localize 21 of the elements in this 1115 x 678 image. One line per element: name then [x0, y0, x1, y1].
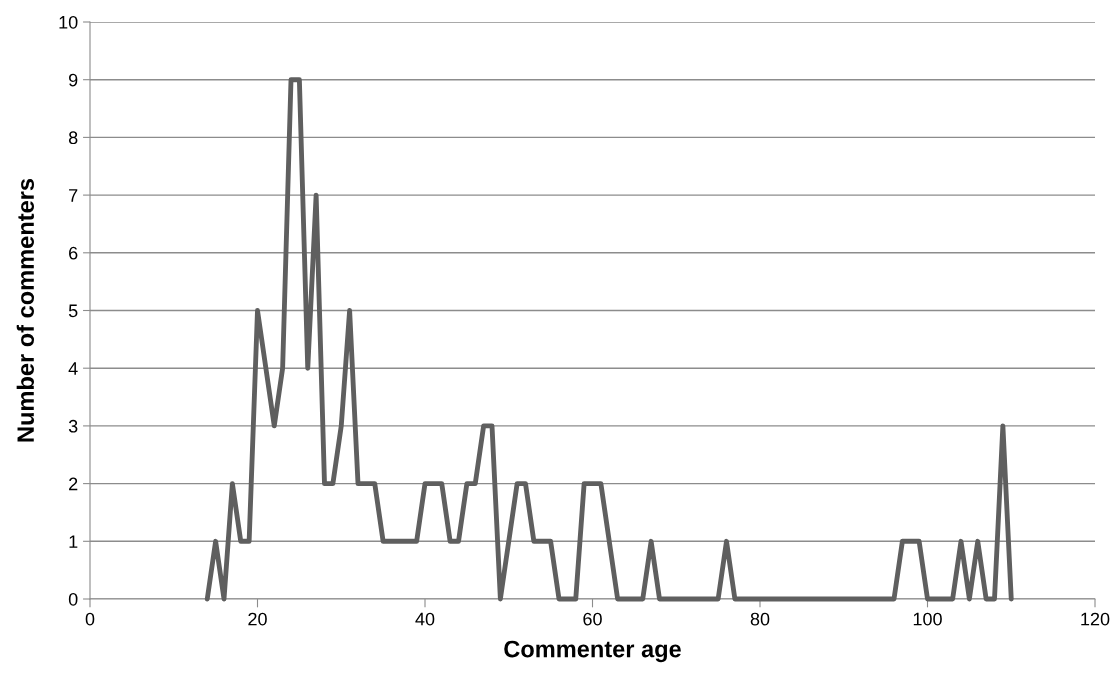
x-tick-label: 40 [415, 612, 435, 626]
y-tick-label: 6 [69, 246, 78, 260]
x-tick-label: 100 [913, 612, 942, 626]
y-tick-label: 0 [68, 592, 78, 606]
y-tick-label: 5 [68, 304, 78, 318]
y-tick-label: 8 [68, 131, 78, 145]
y-tick-label: 4 [68, 362, 78, 375]
x-axis-title: Commenter age [504, 640, 681, 663]
line-series [204, 77, 1014, 602]
y-tick-label: 10 [59, 15, 78, 29]
x-tick-label: 0 [85, 612, 95, 626]
x-tick-label: 80 [750, 612, 770, 626]
y-tick-label: 3 [68, 419, 78, 433]
y-tick-label: 1 [69, 535, 78, 548]
y-axis-title: Number of commenters [16, 178, 34, 442]
x-tick-label: 60 [583, 612, 602, 626]
y-tick-label: 2 [69, 477, 78, 491]
x-tick-label: 20 [248, 612, 267, 626]
x-tick-label: 120 [1081, 612, 1110, 626]
y-tick-label: 7 [69, 189, 78, 202]
y-tick-label: 9 [69, 73, 78, 87]
